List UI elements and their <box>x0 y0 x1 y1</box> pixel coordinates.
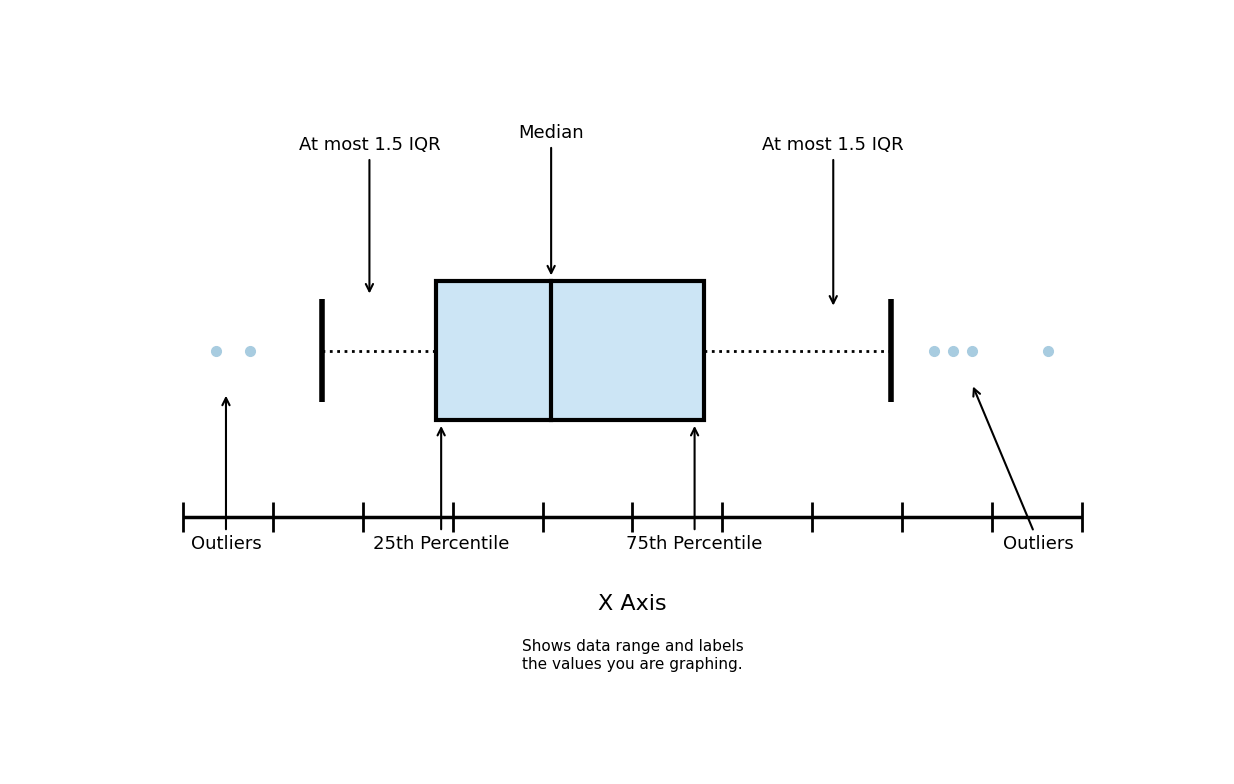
Text: At most 1.5 IQR: At most 1.5 IQR <box>763 136 905 303</box>
Text: 75th Percentile: 75th Percentile <box>627 428 763 553</box>
Text: Outliers: Outliers <box>190 398 262 553</box>
Text: Median: Median <box>518 125 584 273</box>
Text: Shows data range and labels
the values you are graphing.: Shows data range and labels the values y… <box>522 639 743 672</box>
Text: At most 1.5 IQR: At most 1.5 IQR <box>299 136 441 291</box>
FancyBboxPatch shape <box>437 281 705 420</box>
Text: X Axis: X Axis <box>598 594 666 614</box>
Text: 25th Percentile: 25th Percentile <box>373 428 510 553</box>
Text: Outliers: Outliers <box>974 389 1075 553</box>
